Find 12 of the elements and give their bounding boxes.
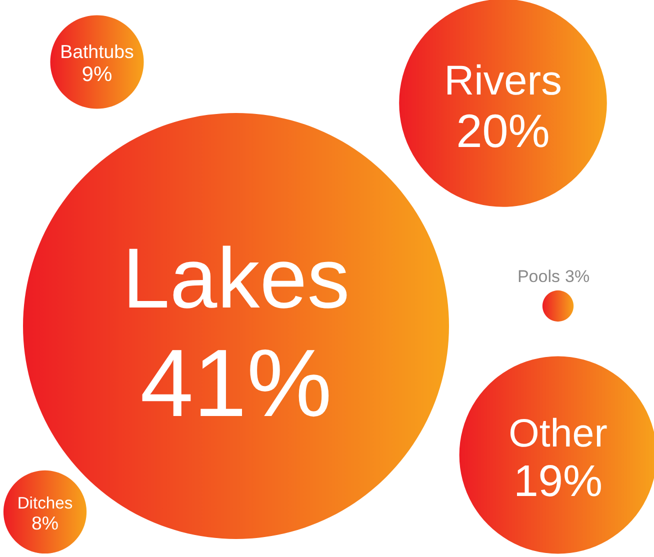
data-label: 8% [31, 512, 59, 534]
category-label: Other [508, 411, 608, 456]
category-label: Lakes [122, 232, 350, 327]
category-label: Ditches [17, 493, 73, 512]
category-label: Bathtubs [60, 41, 134, 62]
data-label: 20% [456, 105, 550, 158]
category-label: Rivers [444, 56, 562, 104]
data-label: 9% [82, 63, 112, 86]
data-label: 19% [514, 457, 602, 506]
data-label: 3% [565, 266, 590, 286]
category-label: Pools [517, 266, 560, 286]
data-label: 41% [140, 330, 332, 438]
